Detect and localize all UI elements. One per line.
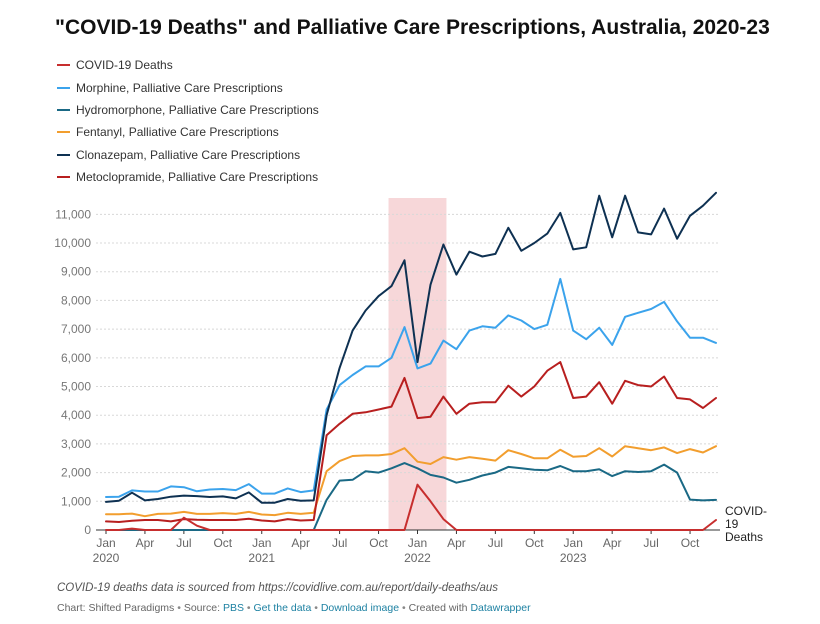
y-tick-label: 7,000	[61, 322, 91, 336]
y-tick-label: 9,000	[61, 265, 91, 279]
y-tick-label: 8,000	[61, 293, 91, 307]
legend-item-hydromorphone: Hydromorphone, Palliative Care Prescript…	[57, 99, 319, 121]
legend-label: Metoclopramide, Palliative Care Prescrip…	[76, 170, 319, 185]
x-tick-label: Oct	[369, 536, 388, 550]
legend-label: Fentanyl, Palliative Care Prescriptions	[76, 125, 279, 140]
series-end-label: COVID-	[725, 504, 767, 518]
x-tick-label: Oct	[525, 536, 544, 550]
series-line-metoclopramide	[105, 361, 717, 523]
legend-item-fentanyl: Fentanyl, Palliative Care Prescriptions	[57, 121, 319, 143]
legend-item-metoclopramide: Metoclopramide, Palliative Care Prescrip…	[57, 166, 319, 188]
legend-swatch	[57, 153, 70, 156]
credit-source-prefix: Source:	[183, 602, 221, 614]
x-tick-label: Apr	[447, 536, 466, 550]
credit-separator: •	[401, 602, 406, 614]
y-tick-label: 2,000	[61, 466, 91, 480]
y-tick-label: 5,000	[61, 380, 91, 394]
get-data-link[interactable]: Get the data	[253, 602, 312, 614]
series-end-label: Deaths	[725, 530, 763, 544]
legend-swatch	[57, 176, 70, 179]
chart-credits: Chart: Shifted Paradigms • Source: PBS •…	[57, 602, 531, 614]
x-tick-label: Jul	[488, 536, 503, 550]
x-tick-label: Jul	[176, 536, 191, 550]
legend-item-morphine: Morphine, Palliative Care Prescriptions	[57, 76, 319, 98]
x-tick-label: Jul	[643, 536, 658, 550]
legend-label: Morphine, Palliative Care Prescriptions	[76, 80, 283, 95]
highlight-band	[388, 198, 447, 530]
series-line-morphine	[105, 277, 717, 498]
y-tick-label: 10,000	[54, 236, 91, 250]
y-tick-label: 4,000	[61, 408, 91, 422]
x-tick-label: Jul	[332, 536, 347, 550]
legend-swatch	[57, 131, 70, 134]
legend-label: Clonazepam, Palliative Care Prescription…	[76, 147, 301, 162]
series-line-clonazepam	[105, 191, 717, 504]
x-tick-label: Oct	[681, 536, 700, 550]
x-tick-label: Apr	[291, 536, 310, 550]
line-chart: 0 1,000 2,000 3,000 4,000 5,000 6,000 7,000 8,00…	[54, 191, 767, 565]
source-link[interactable]: PBS	[222, 602, 244, 614]
y-tick-label: 6,000	[61, 351, 91, 365]
legend-item-clonazepam: Clonazepam, Palliative Care Prescription…	[57, 144, 319, 166]
x-tick-label: Apr	[603, 536, 622, 550]
y-tick-label: 3,000	[61, 437, 91, 451]
legend-label: Hydromorphone, Palliative Care Prescript…	[76, 102, 319, 117]
chart-title: "COVID-19 Deaths" and Palliative Care Pr…	[55, 16, 770, 39]
x-tick-label: Jan	[564, 536, 583, 550]
x-tick-label: Jan	[96, 536, 115, 550]
legend-swatch	[57, 64, 70, 67]
series-end-label: 19	[725, 517, 739, 531]
credit-separator: •	[177, 602, 181, 614]
x-tick-year-label: 2022	[404, 551, 431, 565]
x-tick-year-label: 2023	[560, 551, 587, 565]
legend-item-covid-deaths: COVID-19 Deaths	[57, 54, 319, 76]
legend-label: COVID-19 Deaths	[76, 58, 173, 73]
legend-swatch	[57, 86, 70, 89]
x-tick-label: Jan	[252, 536, 271, 550]
y-tick-label: 0	[84, 523, 91, 537]
source-note: COVID-19 deaths data is sourced from htt…	[57, 582, 499, 594]
series-line-covid-19-deaths	[105, 483, 717, 531]
x-tick-year-label: 2021	[248, 551, 275, 565]
x-tick-label: Apr	[136, 536, 155, 550]
credit-author: Chart: Shifted Paradigms	[57, 602, 175, 614]
x-tick-label: Jan	[408, 536, 427, 550]
credit-separator: •	[246, 602, 251, 614]
download-image-link[interactable]: Download image	[320, 602, 400, 614]
y-tick-label: 11,000	[55, 207, 91, 221]
x-tick-label: Oct	[213, 536, 232, 550]
legend-swatch	[57, 108, 70, 111]
x-tick-year-label: 2020	[93, 551, 120, 565]
datawrapper-link[interactable]: Datawrapper	[470, 602, 531, 614]
credit-created: Created with	[408, 602, 468, 614]
chart-legend: COVID-19 Deaths Morphine, Palliative Car…	[57, 54, 319, 188]
credit-separator: •	[314, 602, 318, 614]
series-line-fentanyl	[105, 445, 717, 518]
y-tick-label: 1,000	[61, 494, 91, 508]
